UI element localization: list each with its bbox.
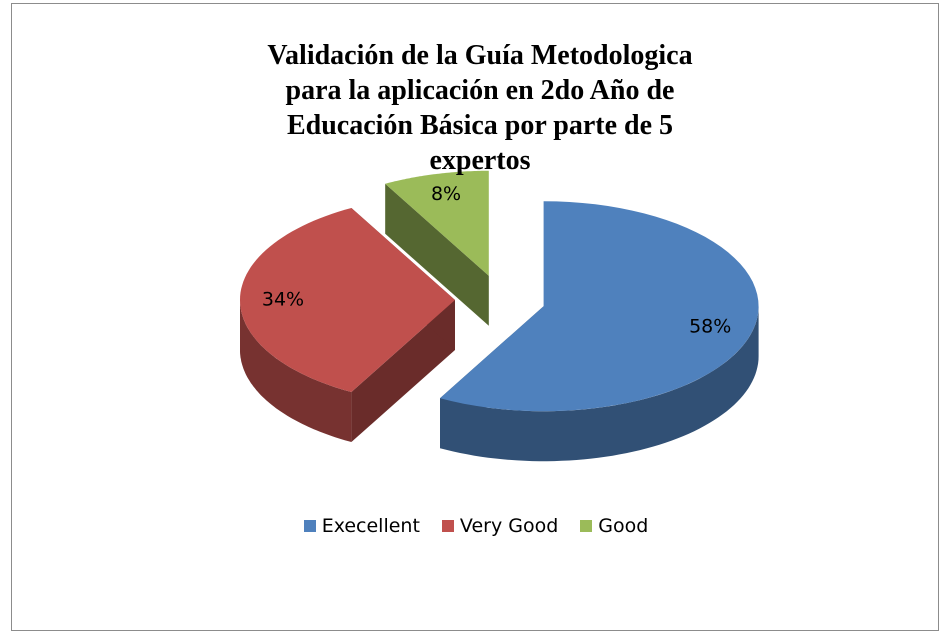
legend-label: Execellent [321, 515, 420, 537]
legend-label: Very Good [459, 515, 559, 537]
legend-item: Very Good [441, 515, 559, 537]
legend-swatch [580, 520, 593, 532]
chart-title: Validación de la Guía Metodologica para … [267, 40, 693, 176]
data-label: 8% [431, 183, 461, 205]
data-label: 58% [689, 316, 731, 338]
pie-slice [385, 170, 489, 276]
slice-outer-wall [240, 300, 352, 442]
legend-swatch [441, 520, 454, 532]
legend-item: Good [580, 515, 648, 537]
pie-slice [240, 208, 455, 392]
legend: Execellent Very Good Good [0, 515, 952, 537]
slice-cut-face [351, 300, 455, 442]
slice-cut-face [385, 183, 489, 326]
legend-label: Good [598, 515, 649, 537]
data-label: 34% [262, 289, 304, 311]
legend-item: Execellent [303, 515, 420, 537]
slice-outer-wall [440, 306, 759, 462]
pie-slice [440, 201, 759, 412]
chart-frame [11, 3, 939, 631]
legend-swatch [303, 520, 316, 532]
slice-tops [240, 170, 759, 412]
